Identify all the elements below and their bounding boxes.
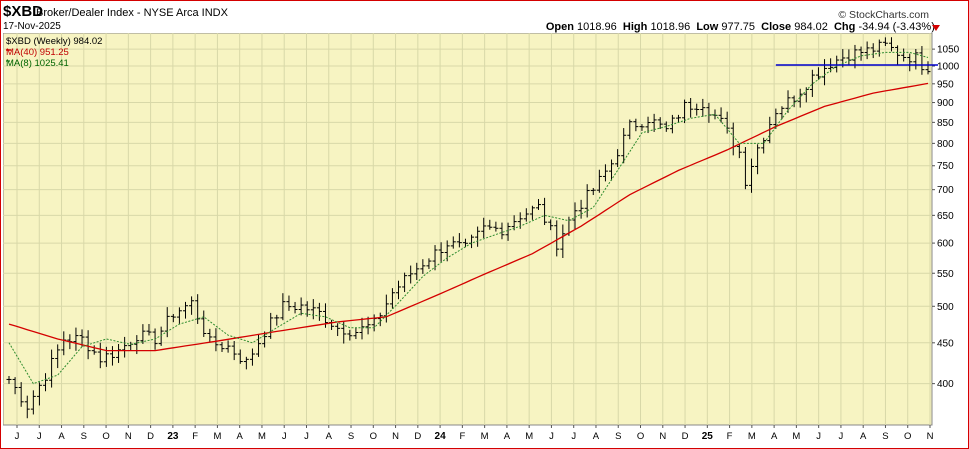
- x-tick-label: F: [727, 431, 733, 442]
- y-tick-label: 450: [937, 338, 954, 349]
- y-tick-label: 750: [937, 161, 954, 172]
- chart-date: 17-Nov-2025: [3, 21, 61, 32]
- y-tick-label: 700: [937, 185, 954, 196]
- x-tick-label: S: [81, 431, 87, 442]
- x-tick-label: O: [637, 431, 644, 442]
- y-tick-label: 800: [937, 139, 954, 150]
- ma40-line: [8, 82, 929, 352]
- x-tick-label: M: [481, 431, 489, 442]
- x-tick-label: D: [147, 431, 154, 442]
- x-tick-label: J: [15, 431, 20, 442]
- x-tick-label: M: [258, 431, 266, 442]
- low-value: 977.75: [721, 21, 756, 33]
- x-tick-label: M: [748, 431, 756, 442]
- high-value: 1018.96: [650, 21, 691, 33]
- legend-ma40: MA(40) 951.25: [6, 47, 69, 58]
- x-tick-label: D: [414, 431, 421, 442]
- brand-watermark: © StockCharts.com: [838, 9, 929, 21]
- x-tick-label: J: [839, 431, 844, 442]
- x-tick-label: N: [125, 431, 132, 442]
- chg-label: Chg: [833, 21, 856, 33]
- high-label: High: [622, 21, 648, 33]
- x-tick-label: J: [304, 431, 309, 442]
- x-tick-label: A: [58, 431, 65, 442]
- x-tick-label: O: [904, 431, 911, 442]
- legend-price: $XBD (Weekly) 984.02: [6, 36, 103, 47]
- x-tick-label: J: [37, 431, 42, 442]
- x-tick-label: 24: [435, 431, 447, 442]
- x-tick-label: A: [593, 431, 600, 442]
- y-tick-label: 1000: [937, 62, 960, 73]
- x-tick-label: O: [102, 431, 109, 442]
- x-tick-label: 23: [167, 431, 179, 442]
- y-tick-label: 850: [937, 118, 954, 129]
- close-value: 984.02: [794, 21, 828, 33]
- x-tick-label: D: [682, 431, 689, 442]
- x-tick-label: N: [392, 431, 399, 442]
- x-tick-label: A: [771, 431, 778, 442]
- open-value: 1018.96: [577, 21, 617, 33]
- x-tick-label: A: [504, 431, 511, 442]
- y-tick-label: 550: [937, 269, 954, 280]
- open-label: Open: [545, 21, 574, 33]
- x-tick-label: F: [459, 431, 465, 442]
- ohlc-readout: Open 1018.96 High 1018.96 Low 977.75 Clo…: [546, 21, 941, 33]
- y-tick-label: 600: [937, 239, 954, 250]
- y-tick-label: 650: [937, 211, 954, 222]
- x-tick-label: J: [549, 431, 554, 442]
- price-chart: J J A S O N D 23 F M A M J J A S O N D 24 F M A M J J A S O N D 25 F M A M J…: [3, 33, 960, 442]
- x-tick-label: M: [792, 431, 800, 442]
- x-tick-label: F: [192, 431, 198, 442]
- ma8-line: [8, 51, 929, 385]
- y-tick-label: 500: [937, 302, 954, 313]
- x-tick-label: J: [282, 431, 287, 442]
- x-tick-label: S: [348, 431, 354, 442]
- x-tick-label: M: [213, 431, 221, 442]
- x-tick-label: J: [571, 431, 576, 442]
- x-tick-label: O: [370, 431, 377, 442]
- x-tick-label: J: [816, 431, 821, 442]
- y-tick-label: 400: [937, 379, 954, 390]
- symbol-title: $XBD: [3, 3, 44, 20]
- x-tick-label: N: [659, 431, 666, 442]
- x-tick-label: M: [525, 431, 533, 442]
- plot-background: [3, 33, 933, 426]
- x-tick-label: N: [927, 431, 934, 442]
- down-arrow-icon: [932, 25, 940, 31]
- index-name: Broker/Dealer Index - NYSE Arca INDX: [36, 7, 228, 19]
- chg-value: -34.94 (-3.43%): [858, 21, 935, 33]
- low-label: Low: [696, 21, 719, 33]
- y-tick-label: 900: [937, 98, 954, 109]
- x-tick-label: S: [882, 431, 888, 442]
- y-tick-label: 950: [937, 79, 954, 90]
- y-tick-label: 1050: [937, 45, 960, 56]
- x-tick-label: 25: [702, 431, 714, 442]
- x-tick-label: A: [237, 431, 244, 442]
- close-label: Close: [761, 21, 792, 33]
- x-tick-label: S: [615, 431, 621, 442]
- x-tick-label: A: [860, 431, 867, 442]
- legend-ma8: MA(8) 1025.41: [6, 58, 69, 69]
- x-tick-label: A: [326, 431, 333, 442]
